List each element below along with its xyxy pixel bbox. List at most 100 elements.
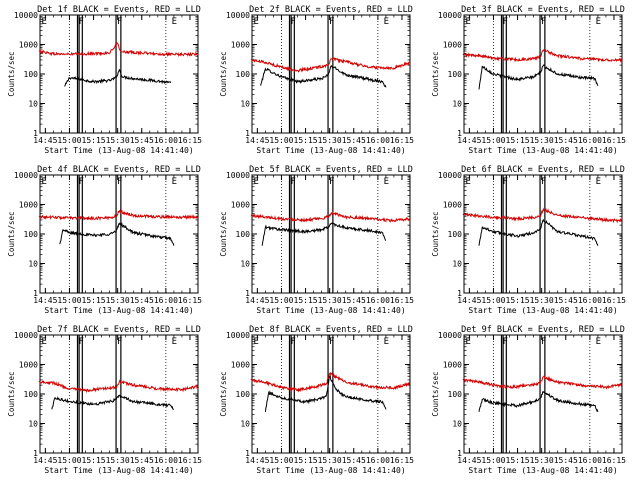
time-marker-label: E: [42, 177, 47, 187]
x-tick-label: 15:15: [294, 456, 318, 465]
x-tick-label: 15:45: [554, 456, 578, 465]
x-axis-label: Start Time (13-Aug-08 14:41:40): [44, 146, 193, 155]
y-tick-label: 10: [452, 100, 462, 109]
detector-panel-2: 1 10 100 1000 10000 14:45 15:00 15:15 15:30 15:45…: [219, 5, 414, 155]
x-tick-label: 15:00: [481, 136, 505, 145]
y-tick-label: 10: [28, 260, 38, 269]
x-tick-label: 15:30: [530, 296, 554, 305]
x-tick-label: 15:30: [318, 456, 342, 465]
y-tick-label: 1: [457, 289, 462, 298]
y-tick-label: 100: [24, 230, 39, 239]
time-marker-label: F: [117, 177, 122, 187]
y-tick-label: 10: [240, 420, 250, 429]
y-tick-label: 10000: [438, 171, 462, 180]
x-axis-label: Start Time (13-Aug-08 14:41:40): [256, 466, 405, 475]
lld-series-line: [462, 375, 623, 390]
y-tick-label: 1000: [443, 41, 462, 50]
y-tick-label: 10000: [226, 171, 250, 180]
x-tick-label: 15:30: [106, 296, 130, 305]
y-tick-label: 1: [245, 129, 250, 138]
time-marker-label: F: [541, 177, 546, 187]
panel-title: Det 8f BLACK = Events, RED = LLD: [249, 325, 413, 335]
time-marker-label: F: [78, 177, 83, 187]
x-tick-label: 14:45: [33, 296, 57, 305]
y-axis-label: Counts/sec: [219, 371, 228, 416]
y-tick-label: 1000: [231, 201, 250, 210]
y-tick-label: 1000: [19, 201, 38, 210]
detector-panel-9: 1 10 100 1000 10000 14:45 15:00 15:15 15:30 15:45…: [431, 325, 626, 475]
events-series-line: [264, 375, 387, 412]
panel-title: Det 4f BLACK = Events, RED = LLD: [37, 165, 201, 175]
x-tick-label: 15:00: [269, 296, 293, 305]
y-axis-label: Counts/sec: [431, 211, 440, 256]
y-tick-label: 100: [24, 70, 39, 79]
x-tick-label: 15:00: [481, 296, 505, 305]
x-axis-label: Start Time (13-Aug-08 14:41:40): [468, 146, 617, 155]
plot-frame: [39, 334, 199, 454]
y-tick-label: 1000: [443, 361, 462, 370]
plot-frame: [463, 174, 623, 294]
x-tick-label: 15:00: [57, 456, 81, 465]
lld-series-line: [462, 49, 623, 63]
x-tick-label: 16:15: [602, 296, 626, 305]
y-axis-label: Counts/sec: [431, 371, 440, 416]
lld-series-line: [38, 42, 199, 58]
events-series-line: [51, 394, 175, 410]
x-tick-label: 15:45: [342, 296, 366, 305]
x-tick-label: 14:45: [33, 456, 57, 465]
time-marker-label: F: [502, 177, 507, 187]
y-axis-label: Counts/sec: [219, 51, 228, 96]
x-axis-label: Start Time (13-Aug-08 14:41:40): [256, 146, 405, 155]
x-tick-label: 15:15: [82, 296, 106, 305]
y-tick-label: 1: [457, 449, 462, 458]
y-tick-label: 100: [236, 390, 251, 399]
x-tick-label: 15:30: [318, 136, 342, 145]
detector-panel-6: 1 10 100 1000 10000 14:45 15:00 15:15 15:30 15:45…: [431, 165, 626, 315]
y-tick-label: 10000: [438, 11, 462, 20]
time-marker-label: F: [290, 17, 295, 27]
time-marker-label: F: [78, 17, 83, 27]
plot-frame: [251, 174, 411, 294]
x-tick-label: 16:15: [178, 456, 202, 465]
time-marker-label: E: [384, 177, 389, 187]
x-tick-label: 15:45: [554, 296, 578, 305]
lld-series-line: [38, 379, 199, 394]
plot-frame: [463, 14, 623, 134]
x-tick-label: 15:15: [506, 456, 530, 465]
detector-panel-1: 1 10 100 1000 10000 14:45 15:00 15:15 15:30 15:45…: [7, 5, 202, 155]
y-axis-label: Counts/sec: [219, 211, 228, 256]
x-tick-label: 16:15: [390, 456, 414, 465]
time-marker-label: E: [172, 17, 177, 27]
x-tick-label: 15:30: [106, 136, 130, 145]
x-tick-label: 14:45: [33, 136, 57, 145]
time-marker-label: F: [329, 177, 334, 187]
y-tick-label: 10000: [226, 331, 250, 340]
time-marker-label: F: [290, 177, 295, 187]
events-series-line: [478, 218, 599, 246]
x-tick-label: 15:45: [130, 296, 154, 305]
panel-title: Det 5f BLACK = Events, RED = LLD: [249, 165, 413, 175]
x-tick-label: 15:15: [294, 296, 318, 305]
x-tick-label: 15:15: [506, 296, 530, 305]
time-marker-label: E: [172, 337, 177, 347]
time-marker-label: E: [466, 337, 471, 347]
x-tick-label: 16:15: [390, 296, 414, 305]
x-tick-label: 16:00: [154, 296, 178, 305]
time-marker-label: F: [117, 337, 122, 347]
x-tick-label: 15:30: [530, 456, 554, 465]
x-tick-label: 16:00: [154, 136, 178, 145]
y-tick-label: 100: [448, 390, 463, 399]
y-axis-label: Counts/sec: [7, 51, 16, 96]
y-axis-label: Counts/sec: [7, 211, 16, 256]
time-marker-label: F: [78, 337, 83, 347]
x-tick-label: 15:45: [554, 136, 578, 145]
x-tick-label: 16:00: [578, 136, 602, 145]
events-series-line: [261, 222, 387, 246]
x-tick-label: 14:45: [245, 296, 269, 305]
x-axis-label: Start Time (13-Aug-08 14:41:40): [468, 466, 617, 475]
y-tick-label: 1000: [19, 361, 38, 370]
y-tick-label: 1000: [231, 41, 250, 50]
time-marker-label: E: [254, 337, 259, 347]
x-tick-label: 15:15: [506, 136, 530, 145]
y-tick-label: 1: [245, 449, 250, 458]
